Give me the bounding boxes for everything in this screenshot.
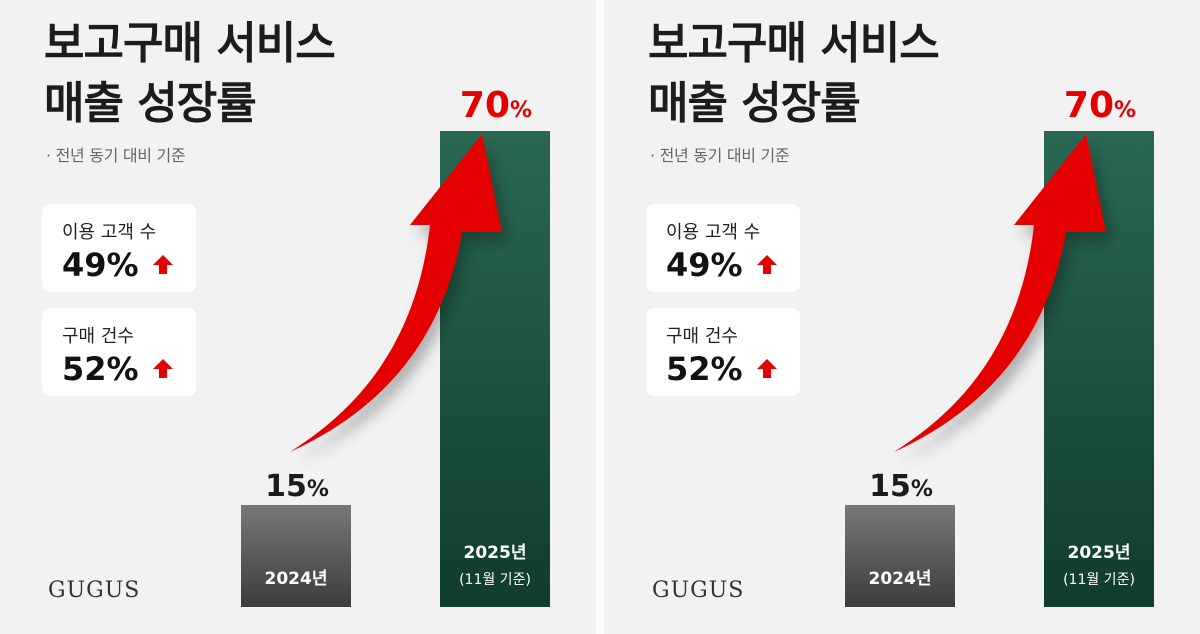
title-line-2: 매출 성장률 <box>44 78 257 129</box>
title-line-1: 보고구매 서비스 <box>648 18 940 69</box>
page-title: 보고구매 서비스 매출 성장률 <box>44 14 336 134</box>
category-note: (11월 기준) <box>1063 572 1135 588</box>
category-label: 2024년 <box>869 569 932 589</box>
category-label: 2025년 <box>1068 543 1131 563</box>
arrow-up-icon <box>757 255 777 274</box>
stat-label: 구매 건수 <box>62 326 134 347</box>
data-label-2024: 15% <box>265 469 329 504</box>
bar-2024년 <box>845 505 955 607</box>
stat-label: 이용 고객 수 <box>666 222 761 243</box>
growth-chart: 2024년 2025년 (11월 기준) 15% 70% <box>845 85 1154 607</box>
arrow-up-icon <box>153 255 173 274</box>
category-note: (11월 기준) <box>459 572 531 588</box>
stat-value: 49% <box>62 246 139 284</box>
arrow-up-icon <box>757 359 777 378</box>
subtitle: · 전년 동기 대비 기준 <box>650 146 790 165</box>
stat-card-customers: 이용 고객 수 49% <box>42 204 196 292</box>
title-line-1: 보고구매 서비스 <box>44 18 336 69</box>
page-title: 보고구매 서비스 매출 성장률 <box>648 14 940 134</box>
title-line-2: 매출 성장률 <box>648 78 861 129</box>
stat-value: 49% <box>666 246 743 284</box>
brand-logo: GUGUS <box>48 578 141 603</box>
bar-2024년 <box>241 505 351 607</box>
arrow-up-icon <box>153 359 173 378</box>
brand-logo: GUGUS <box>652 578 745 603</box>
stat-card-purchases: 구매 건수 52% <box>646 308 800 396</box>
stat-label: 이용 고객 수 <box>62 222 157 243</box>
category-label: 2024년 <box>265 569 328 589</box>
data-label-2024: 15% <box>869 469 933 504</box>
growth-arrow-icon <box>290 134 502 452</box>
growth-arrow-icon <box>894 134 1106 452</box>
data-label-2025: 70% <box>1064 85 1136 126</box>
panel-right: 보고구매 서비스 매출 성장률 · 전년 동기 대비 기준 이용 고객 수 49… <box>604 0 1200 634</box>
stat-card-purchases: 구매 건수 52% <box>42 308 196 396</box>
data-label-2025: 70% <box>460 85 532 126</box>
stat-label: 구매 건수 <box>666 326 738 347</box>
stat-value: 52% <box>666 350 743 388</box>
growth-chart: 2024년 2025년 (11월 기준) 15% 70% <box>241 85 550 607</box>
category-label: 2025년 <box>464 543 527 563</box>
stat-value: 52% <box>62 350 139 388</box>
panel-left: 보고구매 서비스 매출 성장률 · 전년 동기 대비 기준 이용 고객 수 49… <box>0 0 596 634</box>
subtitle: · 전년 동기 대비 기준 <box>46 146 186 165</box>
stat-card-customers: 이용 고객 수 49% <box>646 204 800 292</box>
